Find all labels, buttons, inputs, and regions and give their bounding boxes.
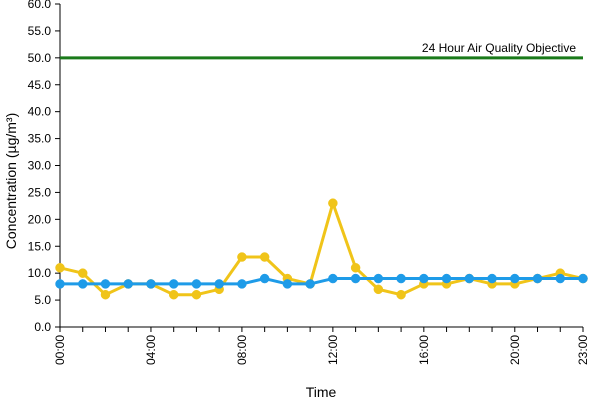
series-point: [396, 289, 406, 300]
series-point: [328, 198, 338, 208]
series-point: [259, 252, 270, 262]
y-tick-label: 60.0: [28, 0, 52, 11]
series-point: [55, 263, 65, 273]
y-tick-label: 5.0: [34, 293, 51, 307]
y-tick-label: 45.0: [28, 78, 52, 92]
series-point: [555, 273, 566, 284]
series-point: [532, 273, 543, 284]
series-point: [282, 279, 293, 289]
series-point: [55, 279, 65, 289]
y-tick-label: 20.0: [28, 212, 52, 226]
series-point: [100, 279, 111, 289]
reference-line-label: 24 Hour Air Quality Objective: [422, 41, 576, 55]
series-point: [350, 263, 361, 273]
series-point: [168, 279, 179, 289]
x-tick-label: 04:00: [144, 335, 158, 365]
y-axis-title: Concentration (µg/m³): [3, 113, 19, 249]
series-point: [578, 273, 588, 284]
series-point: [191, 279, 202, 289]
series-point: [77, 279, 88, 289]
series-point: [237, 252, 247, 262]
x-axis-title: Time: [306, 384, 337, 400]
series-point: [350, 273, 361, 284]
y-tick-label: 50.0: [28, 51, 52, 65]
series-point: [487, 273, 497, 284]
series-point: [396, 273, 406, 284]
series-point: [214, 279, 224, 289]
series-point: [168, 289, 179, 300]
x-tick-label: 12:00: [326, 335, 340, 365]
reference-lines: 24 Hour Air Quality Objective: [60, 41, 583, 60]
series-point: [419, 273, 429, 284]
y-tick-label: 15.0: [28, 239, 52, 253]
y-tick-label: 35.0: [28, 132, 52, 146]
axes: [55, 3, 584, 332]
x-tick-labels: 00:00 04:00 08:00 12:00 16:00 20:00 23:00: [53, 335, 590, 365]
series-point: [259, 273, 270, 284]
y-tick-label: 55.0: [28, 24, 52, 38]
y-tick-label: 25.0: [28, 185, 52, 199]
x-tick-label: 00:00: [53, 335, 67, 365]
series-point: [123, 279, 133, 289]
series-point: [510, 273, 520, 284]
series-point: [305, 279, 315, 289]
series-point: [373, 273, 384, 284]
series-point: [373, 284, 384, 295]
y-tick-label: 0.0: [34, 320, 51, 334]
x-tick-label: 08:00: [235, 335, 249, 365]
x-tick-label: 20:00: [508, 335, 522, 365]
y-tick-label: 40.0: [28, 105, 52, 119]
y-tick-label: 30.0: [28, 159, 52, 173]
x-tick-label: 23:00: [576, 335, 590, 365]
series-point: [464, 273, 475, 284]
x-tick-label: 16:00: [417, 335, 431, 365]
series-point: [146, 279, 156, 289]
series-point: [100, 289, 111, 300]
series-point: [441, 273, 452, 284]
series-point: [191, 289, 202, 300]
series: [55, 198, 588, 300]
y-tick-label: 10.0: [28, 266, 52, 280]
series-point: [77, 268, 88, 278]
series-point: [328, 273, 338, 284]
y-tick-labels: 0.0 5.0 10.0 15.0 20.0 25.0 30.0 35.0 40.0 45.0 50…: [28, 0, 52, 334]
series-point: [237, 279, 247, 289]
